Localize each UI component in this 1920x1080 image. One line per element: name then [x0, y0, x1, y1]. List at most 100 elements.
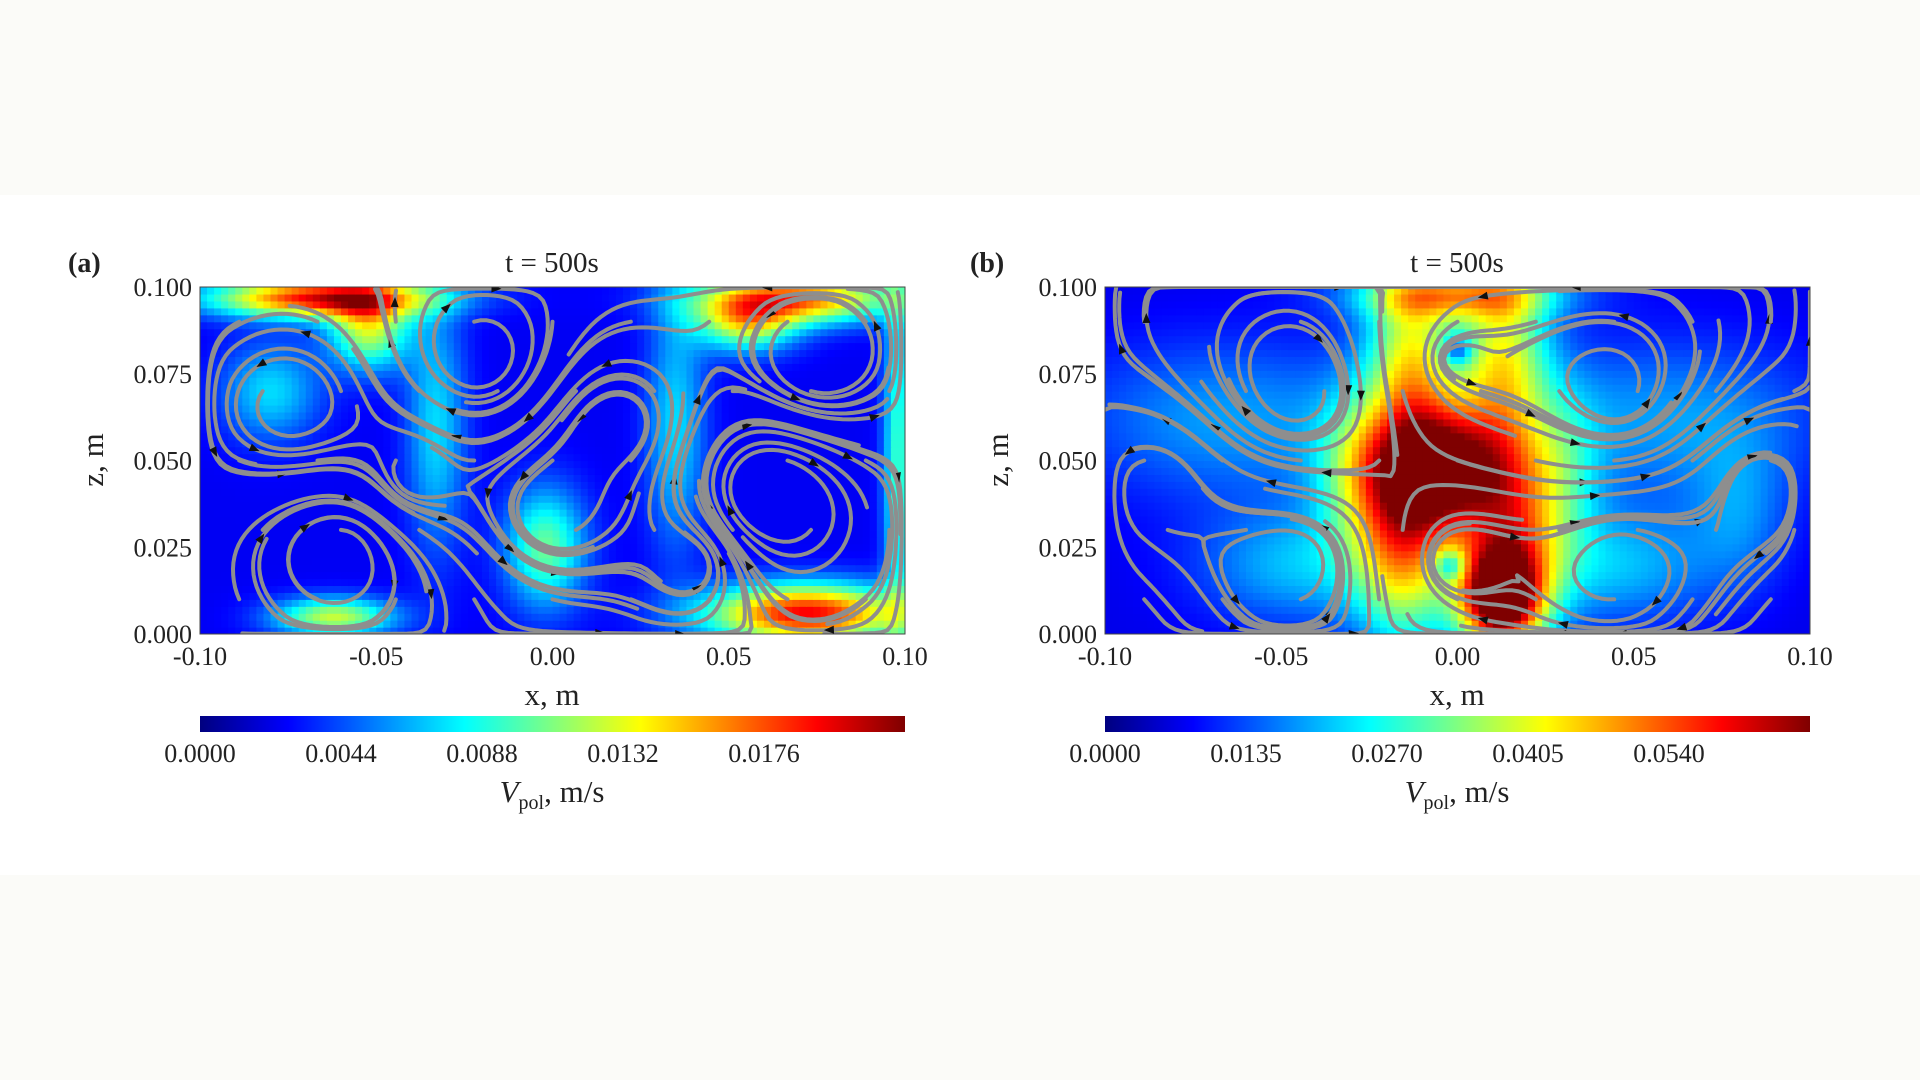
field-cell: [312, 571, 321, 580]
field-cell: [411, 571, 420, 580]
field-cell: [524, 342, 532, 351]
field-cell: [235, 509, 243, 517]
field-cell: [615, 571, 624, 580]
field-cell: [298, 411, 307, 420]
field-cell: [277, 307, 286, 316]
field-cell: [242, 481, 250, 489]
field-cell: [439, 585, 448, 593]
field-cell: [305, 481, 314, 489]
field-cell: [538, 516, 547, 524]
field-cell: [221, 627, 229, 634]
field-cell: [749, 398, 758, 406]
field-cell: [207, 453, 215, 462]
field-cell: [841, 287, 850, 295]
field-cell: [820, 557, 829, 566]
field-cell: [686, 467, 695, 475]
field-cell: [637, 613, 645, 621]
field-cell: [404, 300, 413, 309]
field-cell: [305, 606, 314, 614]
field-cell: [594, 599, 603, 607]
field-cell: [446, 342, 455, 351]
field-cell: [580, 432, 589, 441]
field-cell: [503, 599, 511, 607]
field-cell: [658, 391, 666, 399]
field-cell: [383, 377, 391, 385]
field-cell: [228, 307, 236, 316]
field-cell: [439, 335, 448, 344]
field-cell: [298, 509, 307, 517]
field-cell: [298, 300, 307, 309]
field-cell: [263, 627, 272, 634]
field-cell: [615, 467, 624, 475]
field-cell: [348, 363, 356, 371]
field-cell: [474, 314, 483, 323]
field-cell: [792, 398, 800, 406]
field-cell: [425, 314, 434, 323]
field-cell: [799, 481, 807, 489]
field-cell: [270, 446, 279, 455]
field-cell: [580, 363, 589, 371]
field-cell: [221, 585, 229, 593]
field-cell: [778, 356, 786, 364]
field-cell: [686, 599, 695, 607]
field-cell: [446, 460, 455, 469]
field-cell: [897, 391, 905, 399]
field-cell: [615, 488, 624, 496]
field-cell: [383, 411, 391, 420]
field-cell: [517, 543, 525, 552]
field-cell: [545, 481, 554, 489]
field-cell: [432, 335, 441, 344]
field-cell: [608, 425, 617, 434]
field-cell: [700, 453, 709, 462]
field-cell: [517, 620, 525, 628]
field-cell: [270, 287, 279, 295]
field-cell: [594, 425, 603, 434]
field-cell: [305, 446, 314, 455]
field-cell: [785, 349, 793, 357]
field-cell: [460, 522, 469, 531]
field-cell: [813, 370, 821, 378]
field-cell: [778, 495, 786, 503]
field-cell: [841, 481, 850, 489]
field-cell: [651, 328, 659, 337]
field-cell: [771, 564, 779, 573]
field-cell: [623, 293, 631, 302]
field-cell: [341, 349, 349, 357]
field-cell: [284, 474, 293, 482]
field-cell: [890, 439, 899, 448]
field-cell: [489, 370, 497, 378]
field-cell: [608, 481, 617, 489]
field-cell: [566, 321, 575, 330]
field-cell: [291, 592, 300, 600]
field-cell: [848, 564, 857, 573]
field-cell: [503, 335, 511, 344]
field-cell: [453, 481, 462, 489]
field-cell: [700, 606, 709, 614]
field-cell: [792, 370, 800, 378]
field-cell: [517, 335, 525, 344]
field-cell: [453, 328, 462, 337]
field-cell: [806, 571, 814, 580]
field-cell: [615, 349, 624, 357]
field-cell: [531, 599, 539, 607]
field-cell: [305, 557, 314, 566]
field-cell: [418, 613, 427, 621]
field-cell: [764, 509, 772, 517]
field-cell: [623, 620, 631, 628]
field-cell: [418, 502, 427, 510]
field-cell: [869, 474, 878, 482]
field-cell: [446, 502, 455, 510]
field-cell: [538, 342, 547, 351]
field-cell: [510, 335, 518, 344]
field-cell: [270, 363, 279, 371]
field-cell: [277, 536, 286, 545]
field-cell: [756, 606, 765, 614]
field-cell: [369, 391, 377, 399]
field-cell: [453, 398, 462, 406]
field-cell: [510, 293, 518, 302]
field-cell: [207, 467, 215, 475]
field-cell: [735, 321, 744, 330]
field-cell: [742, 314, 751, 323]
field-cell: [460, 404, 469, 413]
field-cell: [573, 384, 582, 392]
